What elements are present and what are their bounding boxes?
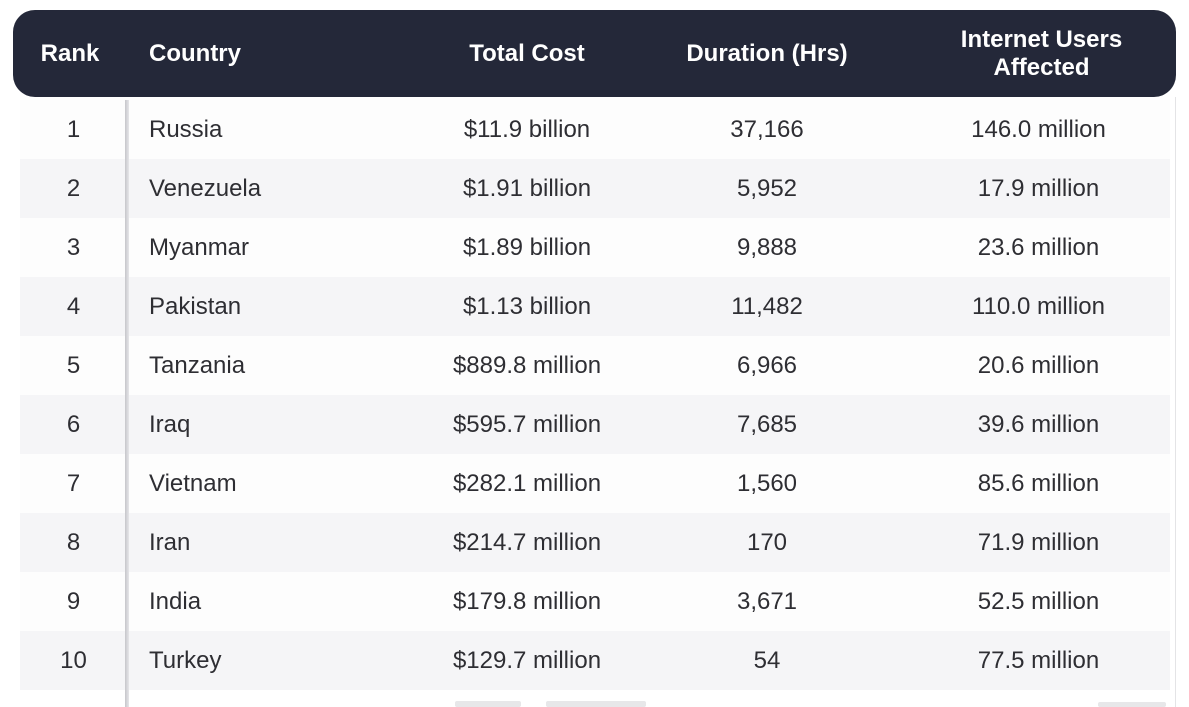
total-cost-cell: $179.8 million (452, 587, 602, 615)
country-cell: Venezuela (149, 174, 262, 202)
duration-cell: 170 (746, 528, 788, 556)
total-cost-cell: $282.1 million (452, 469, 602, 497)
table-body: 1 Russia $11.9 billion 37,166 146.0 mill… (20, 100, 1170, 690)
duration-cell: 7,685 (736, 410, 798, 438)
country-cell: Tanzania (149, 351, 246, 379)
clipped-row-text-fragment (455, 701, 521, 707)
table-header: Rank Country Total Cost Duration (Hrs) I… (13, 10, 1176, 97)
total-cost-cell: $129.7 million (452, 646, 602, 674)
users-affected-cell: 146.0 million (971, 115, 1106, 143)
rank-cell: 10 (60, 646, 87, 674)
rank-cell: 6 (66, 410, 81, 438)
duration-cell: 54 (753, 646, 781, 674)
table-row: 4 Pakistan $1.13 billion 11,482 110.0 mi… (20, 277, 1170, 336)
country-cell: Iran (149, 528, 191, 556)
clipped-row-text-fragment (1098, 702, 1166, 707)
users-affected-cell: 110.0 million (972, 292, 1105, 320)
users-affected-cell: 23.6 million (977, 233, 1100, 261)
duration-cell: 1,560 (736, 469, 798, 497)
rank-cell: 1 (66, 115, 81, 143)
table-row: 9 India $179.8 million 3,671 52.5 millio… (20, 572, 1170, 631)
total-cost-cell: $214.7 million (452, 528, 602, 556)
total-cost-cell: $11.9 billion (463, 115, 591, 143)
column-header-country: Country (149, 39, 241, 67)
duration-cell: 3,671 (736, 587, 798, 615)
users-affected-cell: 39.6 million (977, 410, 1100, 438)
users-affected-cell: 52.5 million (977, 587, 1100, 615)
country-cell: Russia (149, 115, 223, 143)
country-cell: India (149, 587, 202, 615)
rank-cell: 3 (66, 233, 81, 261)
column-header-users-affected: Internet Users Affected (960, 25, 1123, 81)
column-header-rank: Rank (40, 39, 100, 67)
column-header-duration: Duration (Hrs) (686, 39, 848, 67)
country-cell: Turkey (149, 646, 222, 674)
rank-cell: 8 (66, 528, 81, 556)
clipped-row-text-fragment (546, 701, 646, 707)
table-right-edge-line (1175, 97, 1176, 707)
total-cost-cell: $1.89 billion (462, 233, 592, 261)
users-affected-cell: 77.5 million (977, 646, 1100, 674)
column-header-total-cost: Total Cost (469, 39, 585, 67)
users-affected-cell: 85.6 million (977, 469, 1100, 497)
table-row: 3 Myanmar $1.89 billion 9,888 23.6 milli… (20, 218, 1170, 277)
table-row: 7 Vietnam $282.1 million 1,560 85.6 mill… (20, 454, 1170, 513)
total-cost-cell: $595.7 million (452, 410, 602, 438)
country-cell: Pakistan (149, 292, 242, 320)
country-cell: Iraq (149, 410, 191, 438)
total-cost-cell: $889.8 million (452, 351, 602, 379)
duration-cell: 9,888 (736, 233, 798, 261)
country-cell: Vietnam (149, 469, 237, 497)
table-row: 10 Turkey $129.7 million 54 77.5 million (20, 631, 1170, 690)
total-cost-cell: $1.13 billion (462, 292, 592, 320)
duration-cell: 37,166 (730, 115, 804, 143)
users-affected-cell: 17.9 million (977, 174, 1100, 202)
users-affected-cell: 20.6 million (977, 351, 1100, 379)
rank-cell: 7 (66, 469, 81, 497)
users-affected-cell: 71.9 million (977, 528, 1100, 556)
total-cost-cell: $1.91 billion (462, 174, 592, 202)
table-row: 2 Venezuela $1.91 billion 5,952 17.9 mil… (20, 159, 1170, 218)
rank-cell: 2 (66, 174, 81, 202)
rank-cell: 4 (66, 292, 81, 320)
table-row: 6 Iraq $595.7 million 7,685 39.6 million (20, 395, 1170, 454)
table-row: 5 Tanzania $889.8 million 6,966 20.6 mil… (20, 336, 1170, 395)
duration-cell: 5,952 (736, 174, 798, 202)
duration-cell: 11,482 (731, 292, 803, 320)
duration-cell: 6,966 (736, 351, 798, 379)
table-row: 8 Iran $214.7 million 170 71.9 million (20, 513, 1170, 572)
rank-column-divider (125, 100, 129, 707)
rank-cell: 9 (66, 587, 81, 615)
country-cell: Myanmar (149, 233, 250, 261)
rank-cell: 5 (66, 351, 81, 379)
table-row: 1 Russia $11.9 billion 37,166 146.0 mill… (20, 100, 1170, 159)
